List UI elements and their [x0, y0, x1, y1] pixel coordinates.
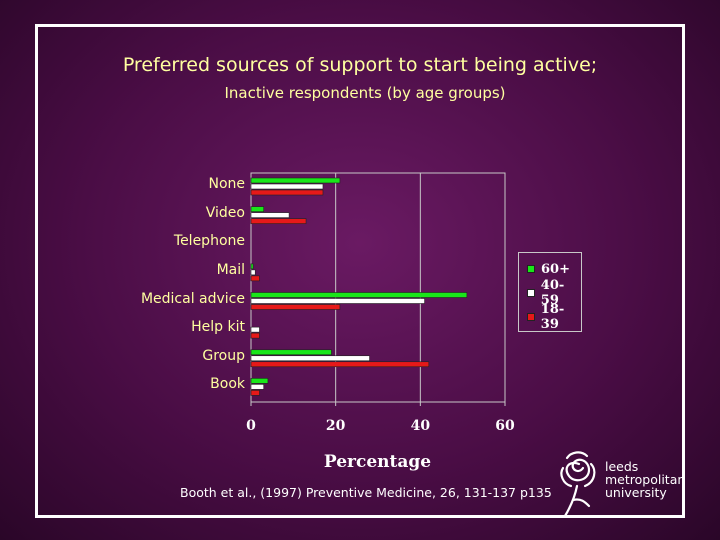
x-tick-label: 20	[326, 418, 346, 434]
bar-help-kit-18-39	[250, 332, 260, 339]
legend-label-60plus: 60+	[541, 261, 570, 277]
bar-video-40-59	[250, 212, 290, 218]
bar-mail-40-59	[250, 269, 256, 276]
bar-help-kit-40-59	[250, 326, 260, 333]
rose-logo-icon	[560, 451, 596, 518]
bar-group-60+	[250, 349, 332, 356]
x-tick-label: 0	[246, 418, 256, 434]
category-label: Group	[202, 347, 245, 364]
x-tick-label: 60	[495, 418, 515, 434]
legend-item-60plus: 60+	[527, 259, 570, 279]
category-label: Telephone	[173, 233, 245, 250]
chart-subtitle: Inactive respondents (by age groups)	[224, 84, 506, 102]
logo-line-2: metropolitan	[605, 472, 686, 487]
bar-book-18-39	[250, 390, 260, 396]
legend-swatch-40-59	[527, 289, 535, 297]
university-logo-text: leeds metropolitan university	[605, 460, 685, 499]
bar-video-60+	[250, 206, 264, 212]
category-label: Book	[210, 376, 245, 393]
category-label: Mail	[216, 261, 245, 278]
legend: 60+ 40-59 18-39	[518, 252, 582, 332]
bar-mail-18-39	[250, 275, 260, 282]
bar-mail-60+	[250, 263, 254, 270]
logo-line-1: leeds	[605, 459, 639, 474]
logo-line-3: university	[605, 485, 667, 500]
bar-video-18-39	[250, 218, 307, 224]
legend-swatch-18-39	[527, 313, 535, 321]
legend-label-18-39: 18-39	[540, 302, 565, 332]
bar-medical-advice-60+	[250, 292, 468, 298]
x-axis-label: Percentage	[323, 452, 432, 472]
legend-item-40-59: 40-59	[527, 278, 581, 308]
slide-frame	[35, 24, 685, 518]
bar-book-40-59	[250, 384, 264, 390]
legend-label-40-59: 40-59	[540, 278, 565, 308]
bar-medical-advice-18-39	[250, 304, 341, 310]
category-label: None	[208, 176, 245, 192]
category-label: Medical advice	[140, 290, 245, 307]
bar-book-60+	[250, 378, 269, 384]
source-citation: Booth et al., (1997) Preventive Medicine…	[180, 485, 552, 500]
bar-group-40-59	[250, 355, 370, 362]
bar-group-18-39	[250, 361, 430, 368]
bar-medical-advice-40-59	[250, 298, 425, 304]
x-tick-label: 40	[411, 418, 431, 434]
bar-none-40-59	[250, 183, 324, 190]
bar-none-18-39	[250, 189, 324, 196]
plot-area	[250, 172, 506, 403]
legend-item-18-39: 18-39	[527, 302, 581, 332]
legend-swatch-60plus	[527, 265, 535, 273]
bar-none-60+	[250, 177, 341, 184]
category-label: Video	[205, 204, 245, 221]
chart-title: Preferred sources of support to start be…	[122, 54, 598, 76]
category-label: Help kit	[191, 319, 245, 336]
